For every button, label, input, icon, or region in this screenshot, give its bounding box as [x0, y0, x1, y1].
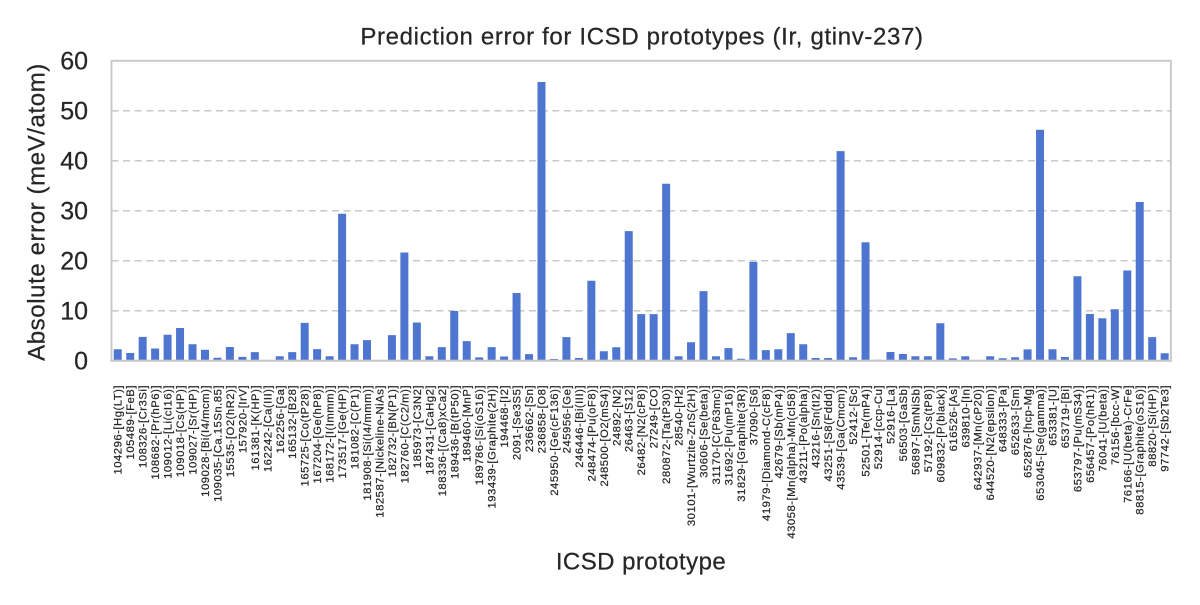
- svg-text:15535-[O2(hR2)]: 15535-[O2(hR2)]: [225, 385, 237, 477]
- svg-text:236858-[O8]: 236858-[O8]: [536, 385, 548, 453]
- svg-text:165132-[B28]: 165132-[B28]: [287, 385, 299, 459]
- svg-text:57192-[Cs(tP8)]: 57192-[Cs(tP8)]: [923, 385, 935, 472]
- svg-text:31170-[C(P63mc)]: 31170-[C(P63mc)]: [711, 385, 723, 484]
- svg-text:245956-[Ge]: 245956-[Ge]: [561, 385, 573, 453]
- svg-text:157920-[IrV]: 157920-[IrV]: [237, 385, 249, 453]
- svg-text:108682-[Pr(hP6)]: 108682-[Pr(hP6)]: [150, 385, 162, 480]
- svg-text:88820-[Si(HP)]: 88820-[Si(HP)]: [1147, 385, 1159, 467]
- svg-text:248474-[Pu(oF8)]: 248474-[Pu(oF8)]: [586, 385, 598, 482]
- svg-text:52914-[ccp-Cu]: 52914-[ccp-Cu]: [873, 385, 885, 469]
- svg-text:653045-[Se(gamma)]: 653045-[Se(gamma)]: [1035, 385, 1047, 501]
- svg-text:182587-[Nickeline-NiAs]: 182587-[Nickeline-NiAs]: [374, 385, 386, 518]
- svg-text:648333-[Pa]: 648333-[Pa]: [998, 385, 1010, 452]
- svg-text:189460-[MnP]: 189460-[MnP]: [462, 385, 474, 462]
- svg-text:181082-[C(P1)]: 181082-[C(P1)]: [350, 385, 362, 469]
- svg-text:653381-[U]: 653381-[U]: [1048, 385, 1060, 446]
- svg-text:40: 40: [60, 147, 88, 175]
- svg-text:194468-[I2]: 194468-[I2]: [499, 385, 511, 448]
- svg-text:52501-[Te(mP4)]: 52501-[Te(mP4)]: [861, 385, 873, 477]
- svg-text:31692-[Pu(mP16)]: 31692-[Pu(mP16)]: [723, 385, 735, 485]
- svg-text:50: 50: [60, 97, 88, 125]
- svg-text:161381-[K(HP)]: 161381-[K(HP)]: [250, 385, 262, 471]
- svg-text:173517-[Ge(HP)]: 173517-[Ge(HP)]: [337, 385, 349, 479]
- svg-text:609832-[P(black)]: 609832-[P(black)]: [935, 385, 947, 483]
- svg-text:109012-[Li(cI16)]: 109012-[Li(cI16)]: [163, 385, 175, 479]
- svg-text:97742-[Sb2Te3]: 97742-[Sb2Te3]: [1160, 385, 1172, 472]
- svg-text:162242-[Ca(III)]: 162242-[Ca(III)]: [262, 385, 274, 472]
- svg-text:182760-[C(C2/m)]: 182760-[C(C2/m)]: [399, 385, 411, 483]
- svg-text:104296-[Hg(LT)]: 104296-[Hg(LT)]: [113, 385, 125, 475]
- svg-text:236662-[Sn]: 236662-[Sn]: [524, 385, 536, 452]
- svg-text:188336-[(Ca8)xCa2]: 188336-[(Ca8)xCa2]: [437, 385, 449, 496]
- svg-text:168172-[I(Immm)]: 168172-[I(Immm)]: [325, 385, 337, 483]
- svg-text:182732-[BN(P1)]: 182732-[BN(P1)]: [387, 385, 399, 477]
- svg-text:105489-[FeB]: 105489-[FeB]: [125, 385, 137, 459]
- svg-text:43211-[Po(alpha)]: 43211-[Po(alpha)]: [798, 385, 810, 483]
- svg-text:193439-[Graphite(2H)]: 193439-[Graphite(2H)]: [487, 385, 499, 509]
- svg-text:28540-[H2]: 28540-[H2]: [674, 385, 686, 446]
- svg-text:162256-[Ga]: 162256-[Ga]: [275, 385, 287, 453]
- svg-text:189436-[B(tP50)]: 189436-[B(tP50)]: [449, 385, 461, 479]
- svg-text:30101-[Wurtzite-ZnS(2H)]: 30101-[Wurtzite-ZnS(2H)]: [686, 385, 698, 526]
- svg-text:26463-[S12]: 26463-[S12]: [624, 385, 636, 452]
- svg-text:24892-[N2]: 24892-[N2]: [611, 385, 623, 446]
- svg-text:652876-[hcp-Mg]: 652876-[hcp-Mg]: [1023, 385, 1035, 478]
- svg-text:2091-[Se3S5]: 2091-[Se3S5]: [512, 385, 524, 460]
- svg-text:642937-[Mn(cP20)]: 642937-[Mn(cP20)]: [973, 385, 985, 490]
- svg-text:616526-[As]: 616526-[As]: [948, 385, 960, 451]
- svg-text:56897-[SmNiSb]: 56897-[SmNiSb]: [910, 385, 922, 475]
- svg-text:187431-[CaHg2]: 187431-[CaHg2]: [424, 385, 436, 475]
- svg-text:109028-[Bi(I4/mcm)]: 109028-[Bi(I4/mcm)]: [200, 385, 212, 497]
- svg-text:109018-[Cs(HP)]: 109018-[Cs(HP)]: [175, 385, 187, 477]
- svg-text:43539-[Ga(Cmcm)]: 43539-[Ga(Cmcm)]: [836, 385, 848, 490]
- svg-text:109035-[Ca.15Sn.85]: 109035-[Ca.15Sn.85]: [212, 385, 224, 502]
- svg-text:Absolute error (meV/atom): Absolute error (meV/atom): [24, 63, 51, 361]
- svg-text:656457-[Po(hR1)]: 656457-[Po(hR1)]: [1085, 385, 1097, 483]
- svg-text:280872-[Ta(tP30)]: 280872-[Ta(tP30)]: [661, 385, 673, 484]
- svg-text:167204-[Ge(hP8)]: 167204-[Ge(hP8)]: [312, 385, 324, 483]
- svg-text:Prediction error for ICSD prot: Prediction error for ICSD prototypes (Ir…: [360, 23, 923, 50]
- svg-text:30: 30: [60, 197, 88, 225]
- svg-text:76156-[bcc-W]: 76156-[bcc-W]: [1110, 385, 1122, 465]
- svg-text:42679-[Sb(mP4)]: 42679-[Sb(mP4)]: [773, 385, 785, 479]
- svg-text:26482-[N2(cP8)]: 26482-[N2(cP8)]: [636, 385, 648, 475]
- svg-text:653719-[Bi]: 653719-[Bi]: [1060, 385, 1072, 448]
- svg-text:245950-[Ge(cF136)]: 245950-[Ge(cF136)]: [549, 385, 561, 496]
- svg-text:639810-[In]: 639810-[In]: [960, 385, 972, 448]
- svg-text:246446-[Bi(III)]: 246446-[Bi(III)]: [574, 385, 586, 468]
- svg-text:41979-[Diamond-C(cF8)]: 41979-[Diamond-C(cF8)]: [761, 385, 773, 521]
- svg-text:652633-[Sm]: 652633-[Sm]: [1010, 385, 1022, 455]
- svg-text:88815-[Graphite(oS16)]: 88815-[Graphite(oS16)]: [1135, 385, 1147, 515]
- svg-text:653797-[Pu(mS34)]: 653797-[Pu(mS34)]: [1072, 385, 1084, 492]
- svg-text:0: 0: [74, 347, 88, 375]
- svg-text:76041-[U(beta)]: 76041-[U(beta)]: [1097, 385, 1109, 472]
- svg-text:10: 10: [60, 297, 88, 325]
- svg-text:181908-[Si(I4/mmm)]: 181908-[Si(I4/mmm)]: [362, 385, 374, 501]
- svg-text:56503-[GaSb]: 56503-[GaSb]: [898, 385, 910, 461]
- svg-text:43058-[Mn(alpha)-Mn(cI58)]: 43058-[Mn(alpha)-Mn(cI58)]: [786, 385, 798, 539]
- svg-text:52916-[La]: 52916-[La]: [885, 385, 897, 444]
- svg-text:248500-[O2(mS4)]: 248500-[O2(mS4)]: [599, 385, 611, 487]
- svg-text:31829-[Graphite(3R)]: 31829-[Graphite(3R)]: [736, 385, 748, 502]
- svg-text:52412-[Sc]: 52412-[Sc]: [848, 385, 860, 445]
- svg-text:189786-[Si(oS16)]: 189786-[Si(oS16)]: [474, 385, 486, 485]
- svg-text:76166-[U(beta)-CrFe]: 76166-[U(beta)-CrFe]: [1122, 385, 1134, 503]
- svg-text:ICSD prototype: ICSD prototype: [556, 549, 726, 576]
- svg-text:60: 60: [60, 47, 88, 75]
- svg-text:644520-[N2(epsilon)]: 644520-[N2(epsilon)]: [985, 385, 997, 501]
- svg-text:43216-[Sn(tI2)]: 43216-[Sn(tI2)]: [811, 385, 823, 468]
- svg-text:185973-[C3N2]: 185973-[C3N2]: [412, 385, 424, 468]
- svg-text:37090-[S6]: 37090-[S6]: [748, 385, 760, 445]
- svg-text:43251-[S8(Fddd)]: 43251-[S8(Fddd)]: [823, 385, 835, 482]
- svg-text:165725-[Co(tP28)]: 165725-[Co(tP28)]: [300, 385, 312, 486]
- svg-text:30606-[Se(beta)]: 30606-[Se(beta)]: [699, 385, 711, 478]
- svg-text:27249-[CO]: 27249-[CO]: [649, 385, 661, 448]
- svg-text:109027-[Sr(HP)]: 109027-[Sr(HP)]: [188, 385, 200, 475]
- svg-text:108326-[Cr3Si]: 108326-[Cr3Si]: [138, 385, 150, 468]
- svg-text:20: 20: [60, 247, 88, 275]
